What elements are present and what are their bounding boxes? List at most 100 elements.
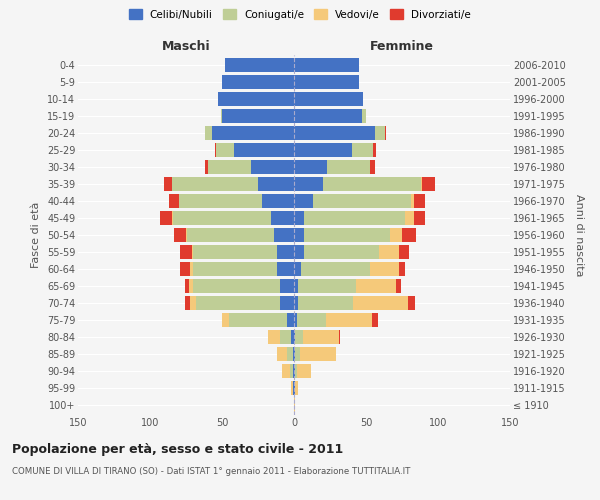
Bar [422,177,435,192]
Bar [192,245,193,259]
Bar [283,364,290,378]
Legend: Celibi/Nubili, Coniugati/e, Vedovi/e, Divorziati/e: Celibi/Nubili, Coniugati/e, Vedovi/e, Di… [125,5,475,24]
Bar [294,92,363,106]
Bar [271,211,294,225]
Bar [370,160,374,174]
Bar [294,398,295,412]
Y-axis label: Anni di nascita: Anni di nascita [574,194,584,276]
Bar [313,194,410,208]
Text: Maschi: Maschi [161,40,211,54]
Bar [294,75,359,90]
Bar [291,380,293,395]
Bar [218,92,294,106]
Bar [172,211,173,225]
Bar [290,364,293,378]
Y-axis label: Fasce di età: Fasce di età [31,202,41,268]
Bar [193,278,280,293]
Text: Femmine: Femmine [370,40,434,54]
Bar [408,296,415,310]
Bar [304,245,379,259]
Bar [294,262,301,276]
Bar [338,330,340,344]
Bar [287,346,293,361]
Bar [385,126,386,140]
Bar [294,364,295,378]
Bar [294,330,295,344]
Bar [190,296,196,310]
Bar [173,211,271,225]
Bar [185,278,189,293]
Bar [179,194,262,208]
Bar [294,346,295,361]
Bar [222,109,294,124]
Bar [295,380,298,395]
Bar [280,296,294,310]
Bar [302,330,338,344]
Bar [374,126,385,140]
Bar [293,346,294,361]
Bar [297,364,311,378]
Bar [295,346,300,361]
Bar [215,143,216,158]
Bar [193,262,277,276]
Bar [169,194,179,208]
Bar [379,245,399,259]
Bar [160,211,172,225]
Bar [326,312,372,327]
Bar [294,312,297,327]
Bar [212,126,294,140]
Bar [294,126,374,140]
Bar [262,194,294,208]
Bar [229,312,287,327]
Bar [205,160,208,174]
Bar [293,380,294,395]
Bar [196,296,280,310]
Bar [180,262,190,276]
Bar [402,228,416,242]
Bar [277,262,294,276]
Bar [300,346,336,361]
Bar [293,364,294,378]
Bar [294,228,304,242]
Bar [405,211,413,225]
Bar [399,262,405,276]
Bar [280,278,294,293]
Bar [175,228,186,242]
Bar [399,245,409,259]
Bar [277,346,287,361]
Bar [295,364,297,378]
Bar [277,245,294,259]
Bar [323,177,421,192]
Bar [294,160,327,174]
Bar [301,262,370,276]
Bar [295,330,302,344]
Bar [258,177,294,192]
Bar [274,228,294,242]
Bar [298,278,356,293]
Bar [352,143,373,158]
Bar [190,262,193,276]
Bar [180,245,192,259]
Bar [280,330,291,344]
Bar [372,312,377,327]
Bar [421,177,422,192]
Bar [294,296,298,310]
Bar [291,330,294,344]
Bar [193,245,277,259]
Bar [298,296,353,310]
Bar [356,278,396,293]
Bar [222,312,229,327]
Bar [294,245,304,259]
Bar [327,160,370,174]
Bar [222,75,294,90]
Bar [294,177,323,192]
Bar [208,160,251,174]
Bar [353,296,408,310]
Bar [294,58,359,72]
Bar [294,278,298,293]
Bar [216,143,233,158]
Bar [221,109,222,124]
Bar [304,228,391,242]
Bar [410,194,413,208]
Bar [413,211,425,225]
